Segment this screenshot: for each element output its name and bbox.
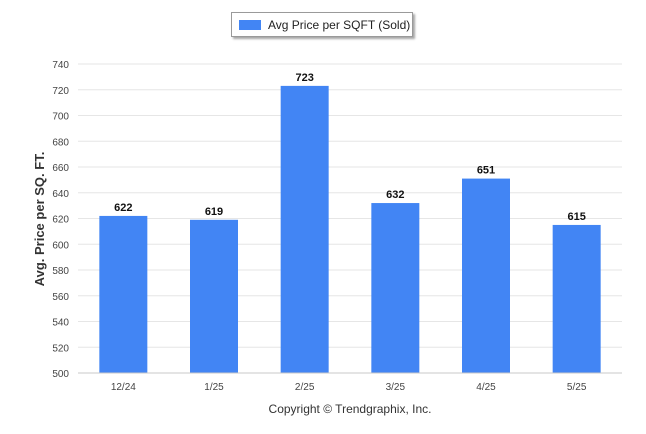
bar bbox=[462, 178, 510, 373]
y-tick-label: 500 bbox=[52, 369, 69, 380]
bar bbox=[99, 215, 148, 373]
data-labels: 622 619 723 632 651 615 bbox=[114, 72, 586, 223]
y-tick-label: 680 bbox=[52, 137, 69, 148]
y-tick-label: 520 bbox=[52, 343, 69, 354]
x-tick-label: 1/25 bbox=[204, 382, 224, 393]
legend-label: Avg Price per SQFT (Sold) bbox=[268, 18, 411, 32]
bars bbox=[99, 85, 601, 373]
y-tick-label: 720 bbox=[52, 86, 69, 97]
y-tick-label: 640 bbox=[52, 189, 69, 200]
data-label: 622 bbox=[114, 202, 132, 214]
y-tick-label: 700 bbox=[52, 112, 69, 123]
bar bbox=[552, 224, 601, 373]
y-tick-label: 540 bbox=[52, 318, 69, 329]
bar bbox=[371, 203, 420, 373]
copyright-footer: Copyright © Trendgraphix, Inc. bbox=[268, 402, 432, 416]
x-tick-label: 3/25 bbox=[386, 382, 406, 393]
data-label: 619 bbox=[205, 206, 223, 218]
y-tick-label: 560 bbox=[52, 292, 69, 303]
x-tick-label: 5/25 bbox=[567, 382, 587, 393]
y-tick-label: 740 bbox=[52, 60, 69, 71]
legend: Avg Price per SQFT (Sold) bbox=[231, 12, 413, 37]
y-tick-label: 600 bbox=[52, 240, 69, 251]
y-tick-label: 620 bbox=[52, 215, 69, 226]
data-label: 632 bbox=[386, 189, 404, 201]
x-tick-label: 12/24 bbox=[111, 382, 136, 393]
data-label: 723 bbox=[295, 72, 313, 84]
x-axis-ticks: 12/24 1/25 2/25 3/25 4/25 5/25 bbox=[111, 382, 587, 393]
y-tick-label: 660 bbox=[52, 163, 69, 174]
y-axis-label: Avg. Price per SQ. FT. bbox=[32, 152, 47, 287]
bar bbox=[190, 219, 238, 373]
y-tick-label: 580 bbox=[52, 266, 69, 277]
data-label: 615 bbox=[567, 211, 585, 223]
legend-swatch bbox=[239, 20, 261, 30]
bar bbox=[280, 85, 329, 373]
x-tick-label: 4/25 bbox=[476, 382, 496, 393]
grid-lines bbox=[78, 63, 622, 374]
y-axis-ticks: 500 520 540 560 580 600 620 640 660 680 700 720 740 bbox=[52, 60, 69, 380]
data-label: 651 bbox=[477, 165, 495, 177]
x-tick-label: 2/25 bbox=[295, 382, 315, 393]
